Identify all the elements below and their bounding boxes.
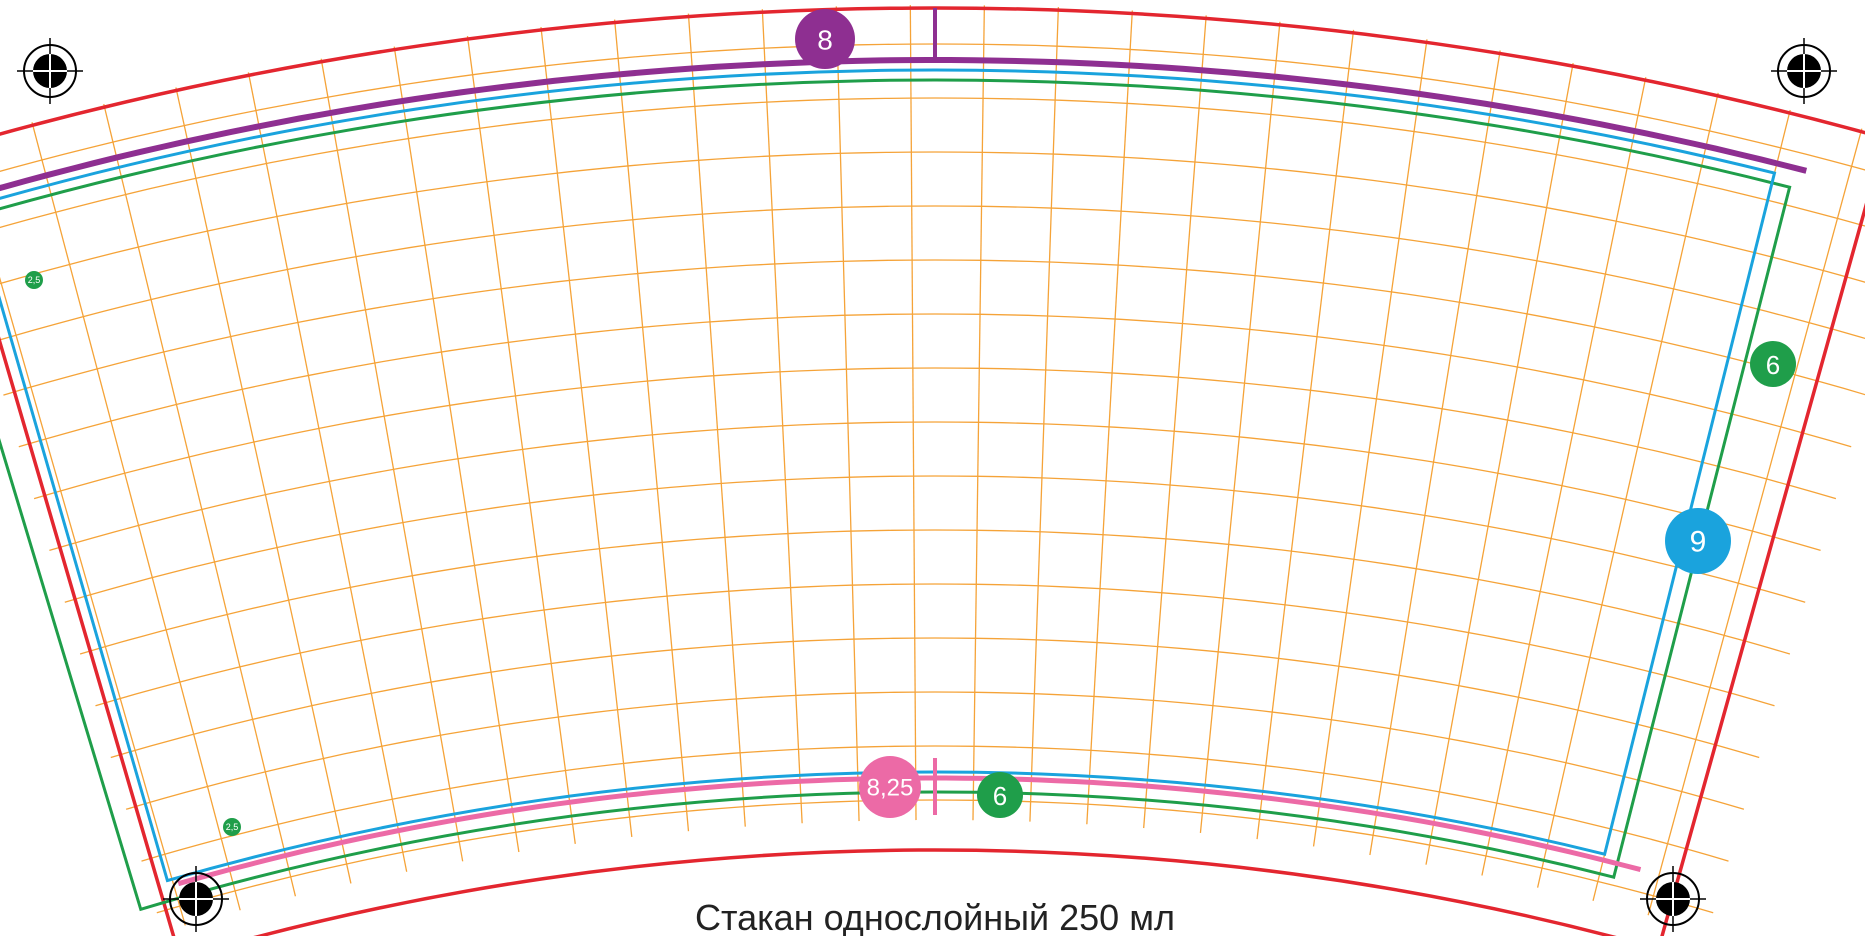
grid-radial xyxy=(540,26,633,838)
grid-radial xyxy=(1425,62,1574,865)
grid-radial xyxy=(31,122,241,911)
badge-bottom-pink-text: 8,25 xyxy=(867,775,914,802)
badge-left-green-bottom-circle xyxy=(223,818,241,836)
outline-lines xyxy=(0,6,1865,936)
green-bleed-line xyxy=(0,78,1792,912)
badge-right-blue: 9 xyxy=(1665,508,1731,574)
grid-radial xyxy=(1536,92,1719,888)
badge-top-purple: 8 xyxy=(795,9,855,69)
grid-arc xyxy=(125,691,1745,810)
badge-right-green: 6 xyxy=(1750,341,1796,387)
grid-radial xyxy=(1143,15,1207,829)
crosshair-icon xyxy=(163,866,229,932)
grid-radial xyxy=(1369,50,1501,856)
badge-top-purple-text: 8 xyxy=(817,25,833,56)
outer-cut-line xyxy=(0,6,1865,936)
orange-grid xyxy=(0,5,1865,926)
badge-top-purple-circle xyxy=(795,9,855,69)
crosshair-icon xyxy=(1640,866,1706,932)
grid-radial xyxy=(687,13,746,827)
grid-radial xyxy=(1481,77,1647,876)
badge-left-green-top: 2,5 xyxy=(25,271,43,289)
grid-arc xyxy=(95,583,1775,707)
badge-right-blue-text: 9 xyxy=(1690,526,1707,559)
grid-radial xyxy=(393,46,520,853)
grid-arc xyxy=(0,43,1865,173)
grid-radial xyxy=(466,35,576,844)
grid-arc xyxy=(64,475,1806,603)
grid-radial xyxy=(909,5,917,821)
grid-radial xyxy=(175,87,352,884)
grid-arc xyxy=(110,637,1760,759)
crosshair-icon xyxy=(17,38,83,104)
grid-arc xyxy=(0,151,1865,285)
badge-right-blue-circle xyxy=(1665,508,1731,574)
purple-top-arc xyxy=(0,57,1808,192)
grid-arc xyxy=(0,97,1865,229)
grid-radial xyxy=(320,58,464,862)
grid-arc xyxy=(49,421,1821,552)
badge-bottom-green-circle xyxy=(977,772,1023,818)
grid-radial xyxy=(1086,10,1133,825)
badge-bottom-green-text: 6 xyxy=(993,781,1007,811)
grid-radial xyxy=(247,72,408,872)
badge-bottom-pink: 8,25 xyxy=(859,756,921,818)
grid-radial xyxy=(103,103,297,897)
grid-radial xyxy=(761,9,803,824)
grid-arc xyxy=(79,529,1791,655)
badge-left-green-bottom: 2,5 xyxy=(223,818,241,836)
grid-arc xyxy=(18,313,1852,448)
grid-radial xyxy=(1029,7,1060,822)
badge-right-green-circle xyxy=(1750,341,1796,387)
grid-arc xyxy=(3,259,1865,396)
grid-radial xyxy=(972,5,986,821)
grid-arc xyxy=(33,367,1837,500)
badge-bottom-green: 6 xyxy=(977,772,1023,818)
grid-radial xyxy=(613,19,690,832)
badge-left-green-top-circle xyxy=(25,271,43,289)
crosshair-icon xyxy=(1771,38,1837,104)
grid-arc xyxy=(0,205,1865,341)
grid-arc xyxy=(156,799,1714,914)
grid-radial xyxy=(1647,128,1863,916)
registration-marks xyxy=(17,38,1837,932)
grid-radial xyxy=(0,276,186,926)
grid-radial xyxy=(1312,39,1428,847)
badge-right-green-text: 6 xyxy=(1766,350,1780,380)
grid-radial xyxy=(1256,29,1355,840)
badge-bottom-pink-circle xyxy=(859,756,921,818)
grid-radial xyxy=(835,6,860,822)
caption-text: Стакан однослойный 250 мл xyxy=(695,897,1175,936)
grid-arc xyxy=(141,745,1729,862)
badge-left-green-bottom-text: 2,5 xyxy=(226,822,239,832)
badge-left-green-top-text: 2,5 xyxy=(28,275,41,285)
grid-radial xyxy=(1199,21,1281,834)
